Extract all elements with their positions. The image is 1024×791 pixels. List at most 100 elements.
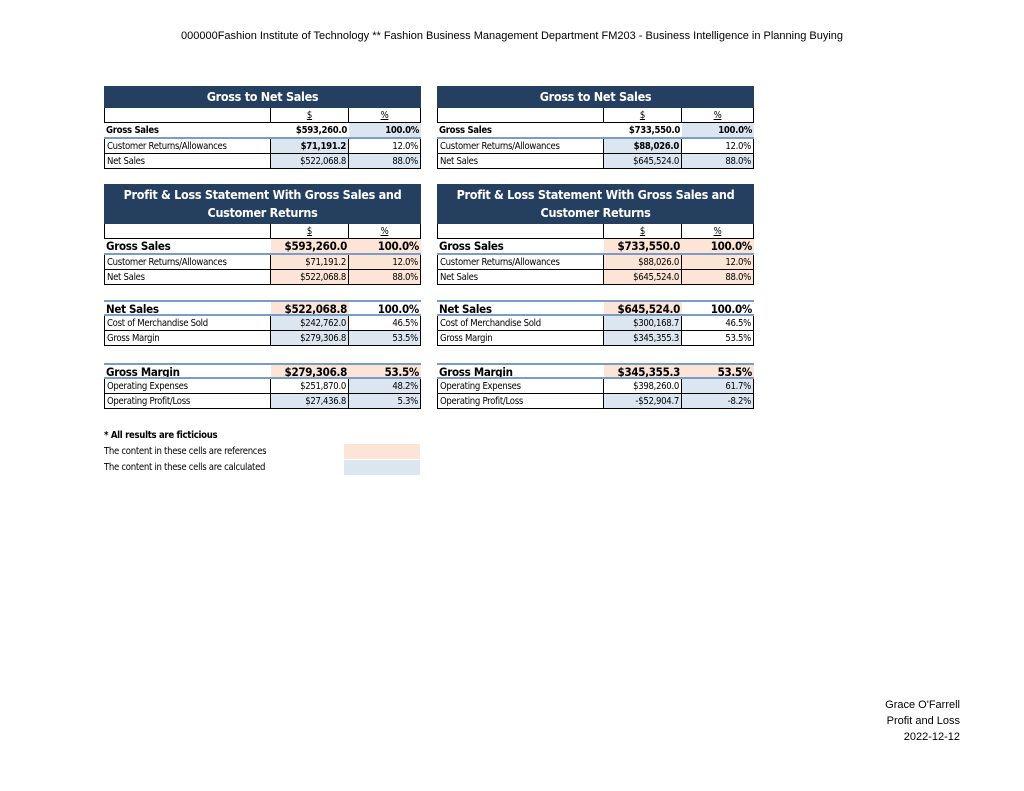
row-dollar-value: $733,550.0 <box>628 125 680 136</box>
row-label: Customer Returns/Allowances <box>104 255 271 270</box>
table-row: Net Sales $522,068.8 88.0% <box>104 154 421 169</box>
row-percent-value: 46.5% <box>349 316 421 331</box>
row-dollar-value: $522,068.8 <box>271 270 349 285</box>
row-label: Cost of Merchandise Sold <box>437 316 604 331</box>
row-dollar-value: $398,260.0 <box>604 379 682 394</box>
row-label: Gross Sales <box>439 239 504 253</box>
row-label: Net Sales <box>437 154 604 169</box>
header-blank <box>104 224 271 239</box>
table-row: Operating Profit/Loss $27,436.8 5.3% <box>104 394 421 409</box>
table-row: Net Sales $522,068.8 88.0% <box>104 270 421 285</box>
row-dollar-value: $88,026.0 <box>604 255 682 270</box>
header-blank <box>437 224 604 239</box>
table-row: Operating Expenses $398,260.0 61.7% <box>437 379 754 394</box>
row-dollar-value: $645,524.0 <box>604 302 682 314</box>
row-dollar-value: $279,306.8 <box>271 331 349 346</box>
table-row: Gross Sales $733,550.0 100.0% <box>437 239 754 255</box>
disclaimer-text: * All results are ficticious <box>104 430 218 441</box>
table-row: Gross Margin $345,355.3 53.5% <box>437 331 754 346</box>
header-blank <box>104 108 271 123</box>
gross-margin-table: Gross Margin $279,306.8 53.5% Operating Exp… <box>104 363 421 409</box>
row-label: Operating Expenses <box>104 379 271 394</box>
table-row: Cost of Merchandise Sold $300,168.7 46.5% <box>437 316 754 331</box>
calculated-legend: The content in these cells are calculate… <box>104 460 420 476</box>
row-percent-value: 61.7% <box>682 379 754 394</box>
column-header-row: $% <box>437 224 754 239</box>
header-percent: % <box>682 224 754 239</box>
row-percent-value: 53.5% <box>682 331 754 346</box>
table-row: Cost of Merchandise Sold $242,762.0 46.5% <box>104 316 421 331</box>
table-row: Customer Returns/Allowances $88,026.0 12.0… <box>437 139 754 154</box>
row-percent-value: 12.0% <box>349 139 421 154</box>
row-percent-value: 5.3% <box>349 394 421 409</box>
row-percent-value: 12.0% <box>682 255 754 270</box>
row-dollar-value: $645,524.0 <box>604 270 682 285</box>
header-dollar: $ <box>271 224 349 239</box>
row-percent-value: 88.0% <box>682 270 754 285</box>
row-percent-value: 100.0% <box>349 123 421 137</box>
row-percent-value: 100.0% <box>349 239 421 253</box>
row-dollar-value: $71,191.2 <box>271 255 349 270</box>
row-dollar-value: $593,260.0 <box>295 125 347 136</box>
row-percent-value: 12.0% <box>682 139 754 154</box>
header-percent: % <box>349 108 421 123</box>
row-label: Net Sales <box>104 154 271 169</box>
row-label: Net Sales <box>106 302 159 314</box>
row-dollar-value: $522,068.8 <box>271 302 349 314</box>
row-label: Customer Returns/Allowances <box>437 255 604 270</box>
row-percent-value: 53.5% <box>682 365 754 377</box>
table-title: Profit & Loss Statement With Gross Sales… <box>104 184 421 224</box>
table-row: Net Sales $645,524.0 88.0% <box>437 270 754 285</box>
notes: * All results are ficticious The content… <box>104 428 420 476</box>
footer: Grace O'Farrell Profit and Loss 2022-12-… <box>885 697 960 745</box>
calculated-legend-text: The content in these cells are calculate… <box>104 462 266 473</box>
pl-gross-returns-table: Profit & Loss Statement With Gross Sales… <box>437 184 754 285</box>
table-row: Customer Returns/Allowances $88,026.0 12.0… <box>437 255 754 270</box>
row-percent-value: 100.0% <box>682 239 754 253</box>
row-label: Net Sales <box>437 270 604 285</box>
column-header-row: $% <box>104 108 421 123</box>
table-row: Customer Returns/Allowances $71,191.2 12.0… <box>104 139 421 154</box>
row-dollar-value: $645,524.0 <box>604 154 682 169</box>
row-label: Net Sales <box>104 270 271 285</box>
gross-margin-table: Gross Margin $345,355.3 53.5% Operating Exp… <box>437 363 754 409</box>
row-percent-value: 100.0% <box>682 123 754 137</box>
row-label: Gross Margin <box>106 365 180 377</box>
row-label: Net Sales <box>439 302 492 314</box>
table-row: Customer Returns/Allowances $71,191.2 12.0… <box>104 255 421 270</box>
table-row: Gross Sales $593,260.0 100.0% <box>104 239 421 255</box>
row-percent-value: 88.0% <box>349 154 421 169</box>
header-dollar: $ <box>271 108 349 123</box>
row-percent-value: -8.2% <box>682 394 754 409</box>
row-percent-value: 88.0% <box>682 154 754 169</box>
row-dollar-value: $88,026.0 <box>604 139 682 154</box>
row-label: Gross Sales <box>106 239 171 253</box>
table-row: Gross Margin $279,306.8 53.5% <box>104 331 421 346</box>
table-row: Gross Margin $345,355.3 53.5% <box>437 363 754 379</box>
row-dollar-value: $300,168.7 <box>604 316 682 331</box>
row-label: Gross Margin <box>104 331 271 346</box>
reference-legend-text: The content in these cells are reference… <box>104 446 267 457</box>
footer-title: Profit and Loss <box>886 715 960 727</box>
row-label: Cost of Merchandise Sold <box>104 316 271 331</box>
table-title: Profit & Loss Statement With Gross Sales… <box>437 184 754 224</box>
row-dollar-value: $242,762.0 <box>271 316 349 331</box>
row-dollar-value: -$52,904.7 <box>604 394 682 409</box>
disclaimer-note: * All results are ficticious <box>104 428 420 444</box>
gross-to-net-table: Gross to Net Sales $% Gross Sales $733,550.… <box>437 86 754 169</box>
table-row: Net Sales $522,068.8 100.0% <box>104 300 421 316</box>
page-header: 000000Fashion Institute of Technology **… <box>180 30 844 42</box>
row-dollar-value: $345,355.3 <box>604 331 682 346</box>
pl-gross-returns-table: Profit & Loss Statement With Gross Sales… <box>104 184 421 285</box>
table-title: Gross to Net Sales <box>437 86 754 108</box>
reference-swatch <box>344 444 420 459</box>
row-label: Gross Margin <box>439 365 513 377</box>
row-dollar-value: $522,068.8 <box>271 154 349 169</box>
row-label: Gross Margin <box>437 331 604 346</box>
footer-author: Grace O'Farrell <box>885 699 960 711</box>
row-label: Operating Profit/Loss <box>437 394 604 409</box>
reference-legend: The content in these cells are reference… <box>104 444 420 460</box>
table-row: Operating Profit/Loss -$52,904.7 -8.2% <box>437 394 754 409</box>
net-sales-table: Net Sales $645,524.0 100.0% Cost of Merchan… <box>437 300 754 346</box>
row-dollar-value: $27,436.8 <box>271 394 349 409</box>
